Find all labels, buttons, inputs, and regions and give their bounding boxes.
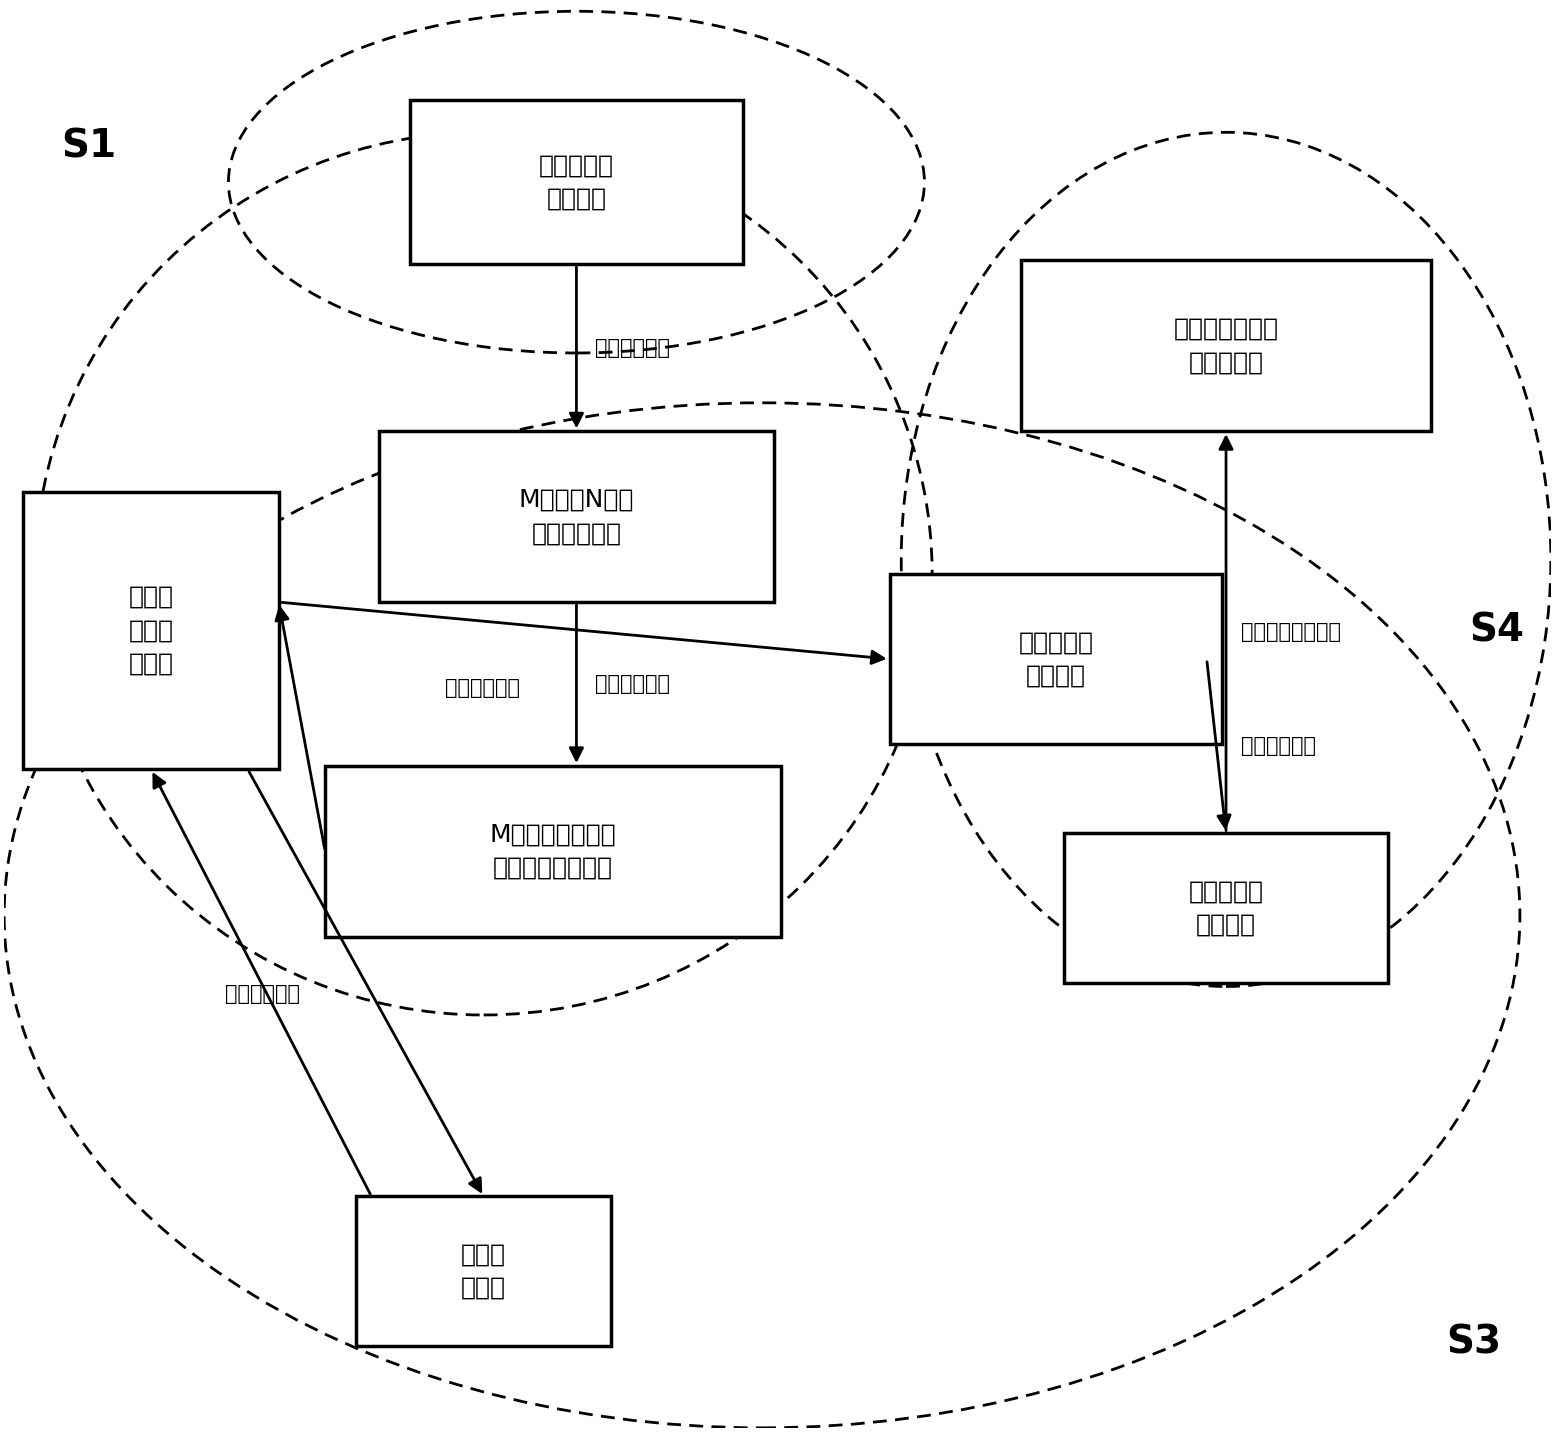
Text: 特定的生物
组织样品: 特定的生物 组织样品 [540, 153, 614, 211]
Bar [23, 491, 278, 769]
Text: 基因芯片测定: 基因芯片测定 [596, 338, 670, 358]
Bar [1022, 261, 1431, 431]
Bar [411, 100, 743, 263]
Text: S2: S2 [23, 554, 78, 593]
Bar [379, 431, 774, 601]
Text: 构建的基因
调控网络: 构建的基因 调控网络 [1188, 879, 1264, 937]
Text: 绝对值最小
调控关系: 绝对值最小 调控关系 [1019, 630, 1093, 687]
Text: 记录调控关系: 记录调控关系 [1241, 736, 1317, 756]
Text: 筛选剩
余的调
控关系: 筛选剩 余的调 控关系 [129, 586, 174, 676]
Text: M个基因N个时
间点的表达量: M个基因N个时 间点的表达量 [519, 488, 634, 546]
Text: 其他调
控关系: 其他调 控关系 [462, 1243, 505, 1300]
Text: S4: S4 [1469, 611, 1524, 650]
Text: M个基因每两两之
间可能的调控关系: M个基因每两两之 间可能的调控关系 [490, 822, 616, 881]
Bar [325, 766, 781, 937]
Bar [356, 1197, 611, 1346]
Text: S3: S3 [1446, 1323, 1501, 1362]
Text: 选择调控关系: 选择调控关系 [445, 677, 519, 697]
Text: S1: S1 [62, 127, 117, 166]
Text: 完成基因调控网络: 完成基因调控网络 [1241, 623, 1342, 643]
Text: 筛选调控关系: 筛选调控关系 [224, 984, 300, 1004]
Text: 确定调控关系: 确定调控关系 [596, 674, 670, 695]
Bar [889, 574, 1222, 745]
Text: 基因调控网络信
息信息获取: 基因调控网络信 息信息获取 [1174, 316, 1278, 375]
Bar [1064, 833, 1389, 982]
